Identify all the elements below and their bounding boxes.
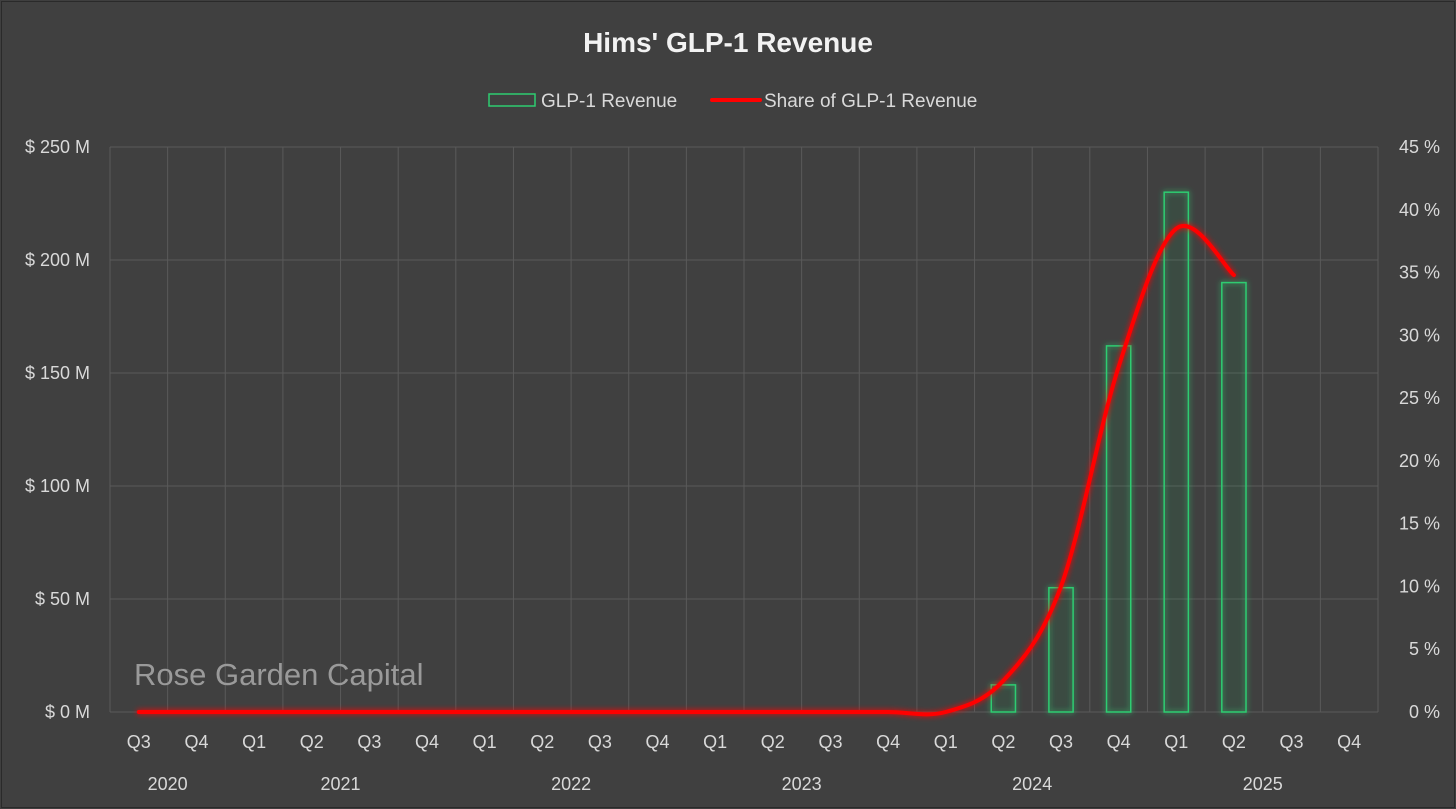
y-right-tick-label: 25 % xyxy=(1399,388,1440,408)
x-tick-label: Q2 xyxy=(300,732,324,752)
year-label: 2024 xyxy=(1012,774,1052,794)
y-right-tick-label: 0 % xyxy=(1409,702,1440,722)
y-left-tick-label: $ 150 M xyxy=(25,363,90,383)
y-left-tick-label: $ 50 M xyxy=(35,589,90,609)
bar xyxy=(1105,345,1132,713)
year-label: 2020 xyxy=(148,774,188,794)
y-right-tick-label: 15 % xyxy=(1399,514,1440,534)
watermark: Rose Garden Capital xyxy=(134,657,424,692)
y-right-tick-label: 30 % xyxy=(1399,325,1440,345)
legend-label-line: Share of GLP-1 Revenue xyxy=(764,91,977,112)
x-tick-label: Q4 xyxy=(646,732,670,752)
y-right-tick-label: 45 % xyxy=(1399,137,1440,157)
y-right-tick-label: 40 % xyxy=(1399,200,1440,220)
line-series xyxy=(136,224,1236,717)
x-tick-label: Q3 xyxy=(1049,732,1073,752)
x-tick-label: Q2 xyxy=(1222,732,1246,752)
year-label: 2022 xyxy=(551,774,591,794)
share-line xyxy=(136,224,1236,717)
y-left-tick-label: $ 250 M xyxy=(25,137,90,157)
y-left-tick-label: $ 200 M xyxy=(25,250,90,270)
x-tick-label: Q4 xyxy=(1107,732,1131,752)
x-tick-label: Q2 xyxy=(991,732,1015,752)
x-tick-label: Q1 xyxy=(473,732,497,752)
x-tick-label: Q1 xyxy=(934,732,958,752)
y-right-tick-label: 35 % xyxy=(1399,263,1440,283)
x-tick-label: Q4 xyxy=(876,732,900,752)
y-axis-right: 0 % 5 % 10 % 15 % 20 % 25 % 30 % 35 % 40 % 45 % xyxy=(1399,137,1440,722)
x-tick-label: Q3 xyxy=(588,732,612,752)
x-axis-years: 2020 2021 2022 2023 2024 2025 xyxy=(148,774,1283,794)
year-label: 2021 xyxy=(321,774,361,794)
y-right-tick-label: 10 % xyxy=(1399,576,1440,596)
y-right-tick-label: 20 % xyxy=(1399,451,1440,471)
legend-label-bar: GLP-1 Revenue xyxy=(541,91,677,112)
y-left-tick-label: $ 100 M xyxy=(25,476,90,496)
x-tick-label: Q1 xyxy=(1164,732,1188,752)
y-right-tick-label: 5 % xyxy=(1409,639,1440,659)
bar-series xyxy=(990,191,1247,713)
x-tick-label: Q2 xyxy=(761,732,785,752)
x-tick-label: Q3 xyxy=(357,732,381,752)
x-tick-label: Q3 xyxy=(1280,732,1304,752)
x-tick-label: Q3 xyxy=(818,732,842,752)
x-tick-label: Q3 xyxy=(127,732,151,752)
y-axis-left: $ 0 M $ 50 M $ 100 M $ 150 M $ 200 M $ 250 M xyxy=(25,137,90,722)
year-label: 2023 xyxy=(782,774,822,794)
x-tick-label: Q4 xyxy=(184,732,208,752)
x-tick-label: Q1 xyxy=(703,732,727,752)
bar xyxy=(1221,281,1247,713)
legend: GLP-1 Revenue Share of GLP-1 Revenue xyxy=(488,91,977,112)
chart-title: Hims' GLP-1 Revenue xyxy=(583,27,873,58)
year-label: 2025 xyxy=(1243,774,1283,794)
x-tick-label: Q2 xyxy=(530,732,554,752)
x-tick-label: Q1 xyxy=(242,732,266,752)
bar xyxy=(1163,191,1190,713)
y-left-tick-label: $ 0 M xyxy=(45,702,90,722)
x-tick-label: Q4 xyxy=(415,732,439,752)
legend-swatch-bar xyxy=(488,93,536,107)
x-axis: Q3 Q4 Q1 Q2 Q3 Q4 Q1 Q2 Q3 Q4 Q1 Q2 Q3 Q4 Q1 Q2 Q3 Q4 Q1 Q2… xyxy=(127,732,1361,752)
grid xyxy=(109,146,1379,713)
x-tick-label: Q4 xyxy=(1337,732,1361,752)
